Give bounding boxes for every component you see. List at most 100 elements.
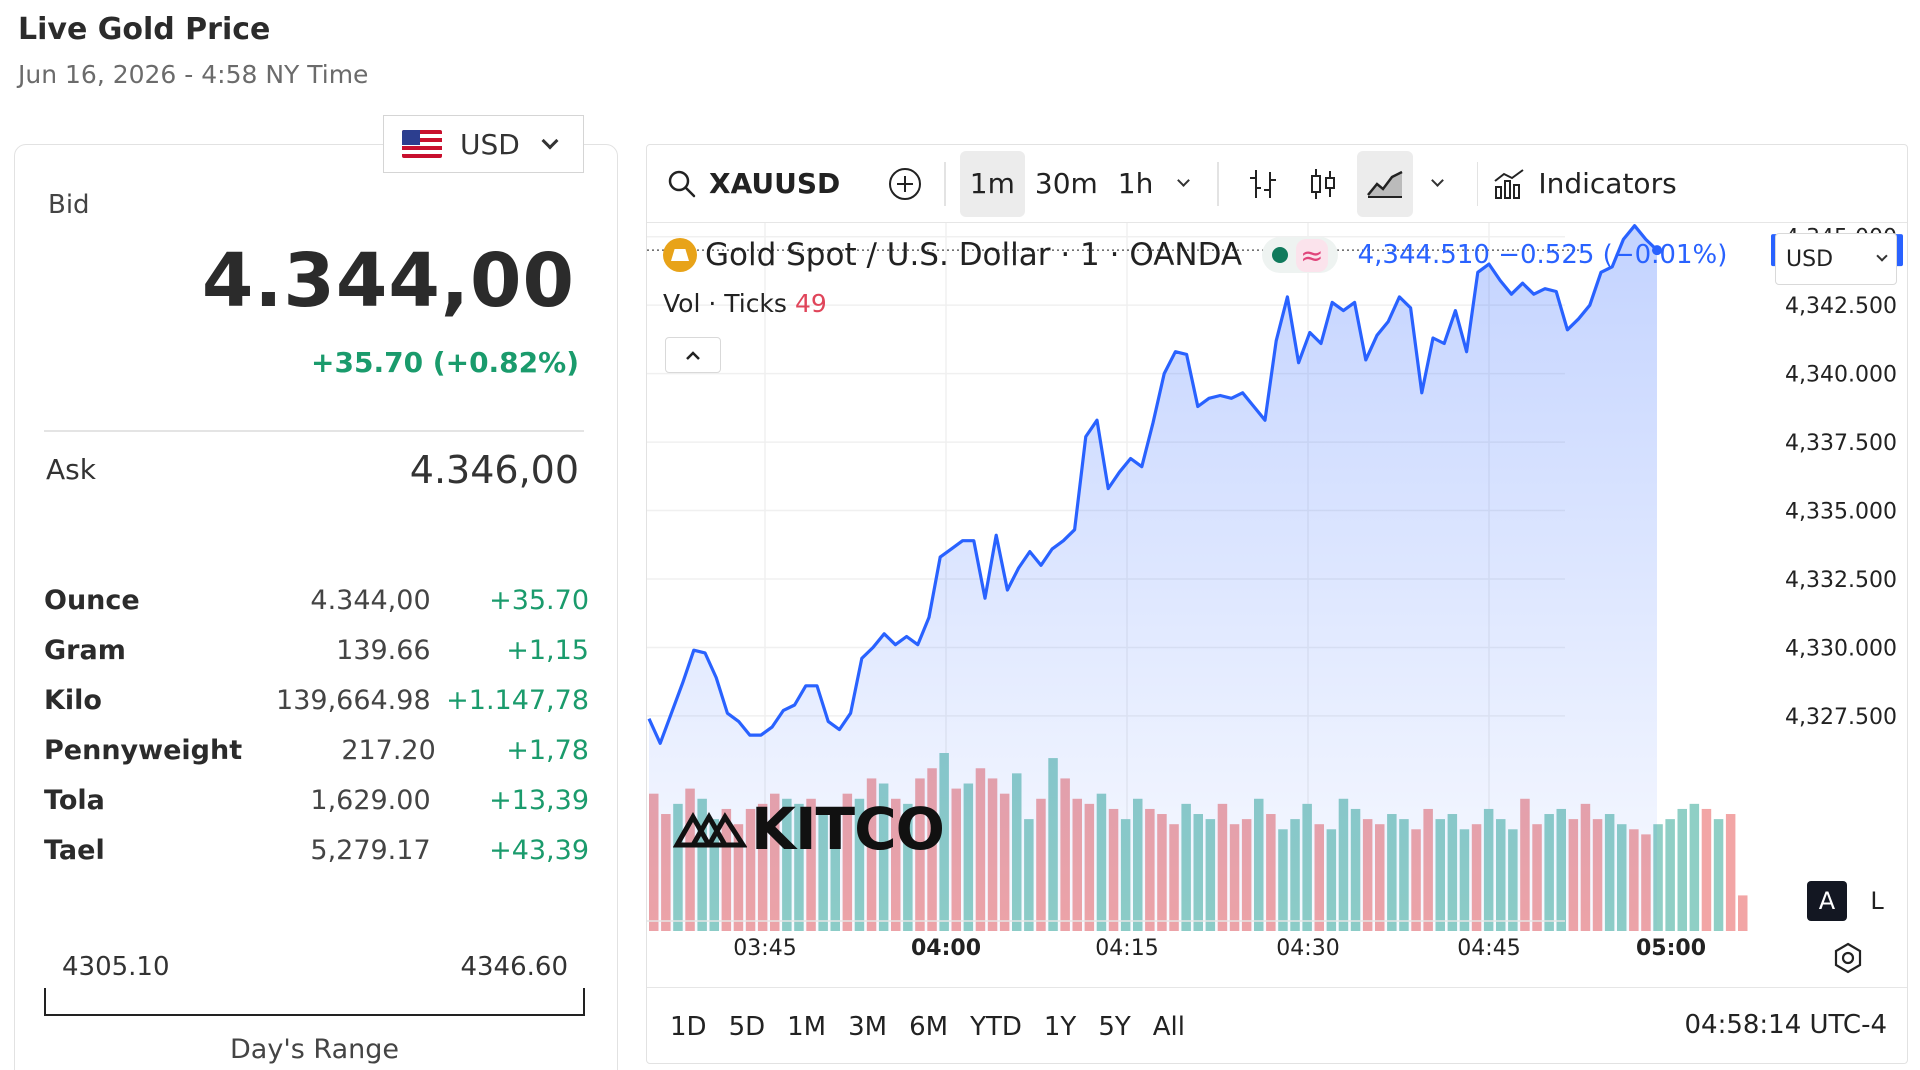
range-1m[interactable]: 1M <box>787 1011 827 1042</box>
currency-select[interactable]: USD <box>383 115 584 173</box>
candle-chart-style-button[interactable] <box>1293 151 1353 217</box>
market-status-pill[interactable]: ≈ <box>1262 237 1338 273</box>
instrument-name: Gold Spot / U.S. Dollar · 1 · OANDA <box>705 237 1243 273</box>
symbol-search[interactable]: XAUUSD <box>667 151 840 217</box>
legend-values: 4,344.510 −0.525 (−0.01%) <box>1357 240 1728 270</box>
unit-price: 139.66 <box>336 634 431 666</box>
quote-panel <box>14 144 618 1070</box>
volume-label: Vol · Ticks <box>663 289 787 318</box>
bid-label: Bid <box>48 190 90 220</box>
unit-price: 5,279.17 <box>310 834 431 866</box>
divider <box>44 430 584 432</box>
candlestick-icon <box>1310 168 1335 199</box>
unit-price-table: Ounce 4.344,00 +35.70 Gram 139.66 +1,15 … <box>44 575 589 875</box>
us-flag-icon <box>402 130 442 158</box>
volume-bar <box>1713 819 1724 931</box>
compare-button[interactable] <box>880 151 930 217</box>
volume-bar <box>1738 895 1748 931</box>
unit-row: Pennyweight 217.20 +1,78 <box>44 725 589 775</box>
ask-label: Ask <box>46 453 96 486</box>
gold-coin-icon <box>663 238 697 272</box>
chart-widget: XAUUSD 1m 30m 1h <box>646 144 1908 1064</box>
chevron-up-icon <box>686 351 700 360</box>
range-ytd[interactable]: YTD <box>970 1011 1022 1042</box>
bar-chart-style-button[interactable] <box>1233 151 1293 217</box>
collapse-legend-button[interactable] <box>665 337 721 373</box>
unit-change: +1,15 <box>506 634 589 666</box>
y-axis-label: 4,335.000 <box>1785 500 1897 525</box>
ask-value: 4.346,00 <box>409 448 579 492</box>
range-3m[interactable]: 3M <box>848 1011 888 1042</box>
unit-name: Gram <box>44 634 126 666</box>
chart-toolbar: XAUUSD 1m 30m 1h <box>647 145 1907 223</box>
unit-change: +43,39 <box>489 834 589 866</box>
x-axis-label: 04:45 <box>1457 936 1520 961</box>
unit-name: Tola <box>44 784 105 816</box>
toolbar-divider <box>944 161 946 206</box>
day-range-bar <box>44 988 585 1016</box>
chart-legend: Gold Spot / U.S. Dollar · 1 · OANDA ≈ 4,… <box>663 237 1727 273</box>
range-all[interactable]: All <box>1152 1011 1185 1042</box>
kitco-logo-icon <box>673 811 747 848</box>
auto-scale-button[interactable]: A <box>1807 881 1847 921</box>
range-buttons: 1D 5D 1M 3M 6M YTD 1Y 5Y All <box>659 1012 1196 1042</box>
range-1y[interactable]: 1Y <box>1043 1011 1077 1042</box>
area-chart-icon <box>1366 170 1403 198</box>
ohlc-bars-icon <box>1249 169 1276 198</box>
y-axis-label: 4,330.000 <box>1785 636 1897 661</box>
x-axis-label: 04:30 <box>1276 936 1339 961</box>
unit-row: Gram 139.66 +1,15 <box>44 625 589 675</box>
day-range-low: 4305.10 <box>62 952 170 982</box>
range-5d[interactable]: 5D <box>728 1011 766 1042</box>
chevron-down-icon <box>541 132 559 150</box>
delayed-data-icon: ≈ <box>1296 238 1328 272</box>
unit-change: +13,39 <box>489 784 589 816</box>
log-scale-button[interactable]: L <box>1857 881 1897 921</box>
interval-30m[interactable]: 30m <box>1034 167 1098 200</box>
interval-1m[interactable]: 1m <box>959 150 1025 217</box>
price-chart[interactable]: 4,345.0004,342.5004,340.0004,337.5004,33… <box>647 145 1908 987</box>
x-axis-label: 04:15 <box>1095 936 1158 961</box>
range-1d[interactable]: 1D <box>670 1011 707 1042</box>
range-5y[interactable]: 5Y <box>1098 1011 1131 1042</box>
unit-change: +1,78 <box>506 734 589 766</box>
volume-value: 49 <box>794 289 827 318</box>
volume-bar <box>1689 803 1700 931</box>
chart-currency-value: USD <box>1786 246 1834 272</box>
unit-name: Pennyweight <box>44 734 243 766</box>
day-range-high: 4346.60 <box>460 952 568 982</box>
area-chart-style-button[interactable] <box>1356 150 1413 217</box>
range-6m[interactable]: 6M <box>909 1011 949 1042</box>
symbol-label: XAUUSD <box>709 167 841 200</box>
last-price-dot <box>1652 245 1662 256</box>
date-range-bar: 1D 5D 1M 3M 6M YTD 1Y 5Y All 04:58:14 UT… <box>647 987 1907 1063</box>
indicators-label: Indicators <box>1538 167 1677 200</box>
volume-bar <box>1725 814 1736 931</box>
chevron-down-icon <box>1876 250 1888 262</box>
currency-value: USD <box>460 127 520 161</box>
search-icon <box>668 170 696 197</box>
y-axis-label: 4,327.500 <box>1785 705 1897 730</box>
unit-price: 217.20 <box>341 734 436 766</box>
settings-gear-icon[interactable] <box>1831 941 1865 975</box>
bid-value: 4.344,00 <box>201 238 575 324</box>
unit-change: +35.70 <box>489 584 589 616</box>
unit-price: 1,629.00 <box>310 784 431 816</box>
indicators-button[interactable]: Indicators <box>1492 151 1677 217</box>
toolbar-divider <box>1476 161 1479 206</box>
market-open-dot-icon <box>1272 247 1289 263</box>
unit-name: Tael <box>44 834 105 866</box>
plus-circle-icon <box>889 167 922 200</box>
unit-row: Ounce 4.344,00 +35.70 <box>44 575 589 625</box>
y-axis-label: 4,332.500 <box>1785 568 1897 593</box>
interval-1h[interactable]: 1h <box>1117 167 1154 200</box>
kitco-logo: KITCO <box>673 795 945 863</box>
y-axis-label: 4,337.500 <box>1785 431 1897 456</box>
chart-clock: 04:58:14 UTC-4 <box>1684 1010 1887 1040</box>
chart-currency-select[interactable]: USD <box>1775 233 1897 285</box>
volume-bar <box>1665 819 1675 931</box>
unit-name: Ounce <box>44 584 140 616</box>
x-axis-label: 03:45 <box>733 936 796 961</box>
bid-change: +35.70 (+0.82%) <box>311 346 579 379</box>
unit-row: Tael 5,279.17 +43,39 <box>44 825 589 875</box>
